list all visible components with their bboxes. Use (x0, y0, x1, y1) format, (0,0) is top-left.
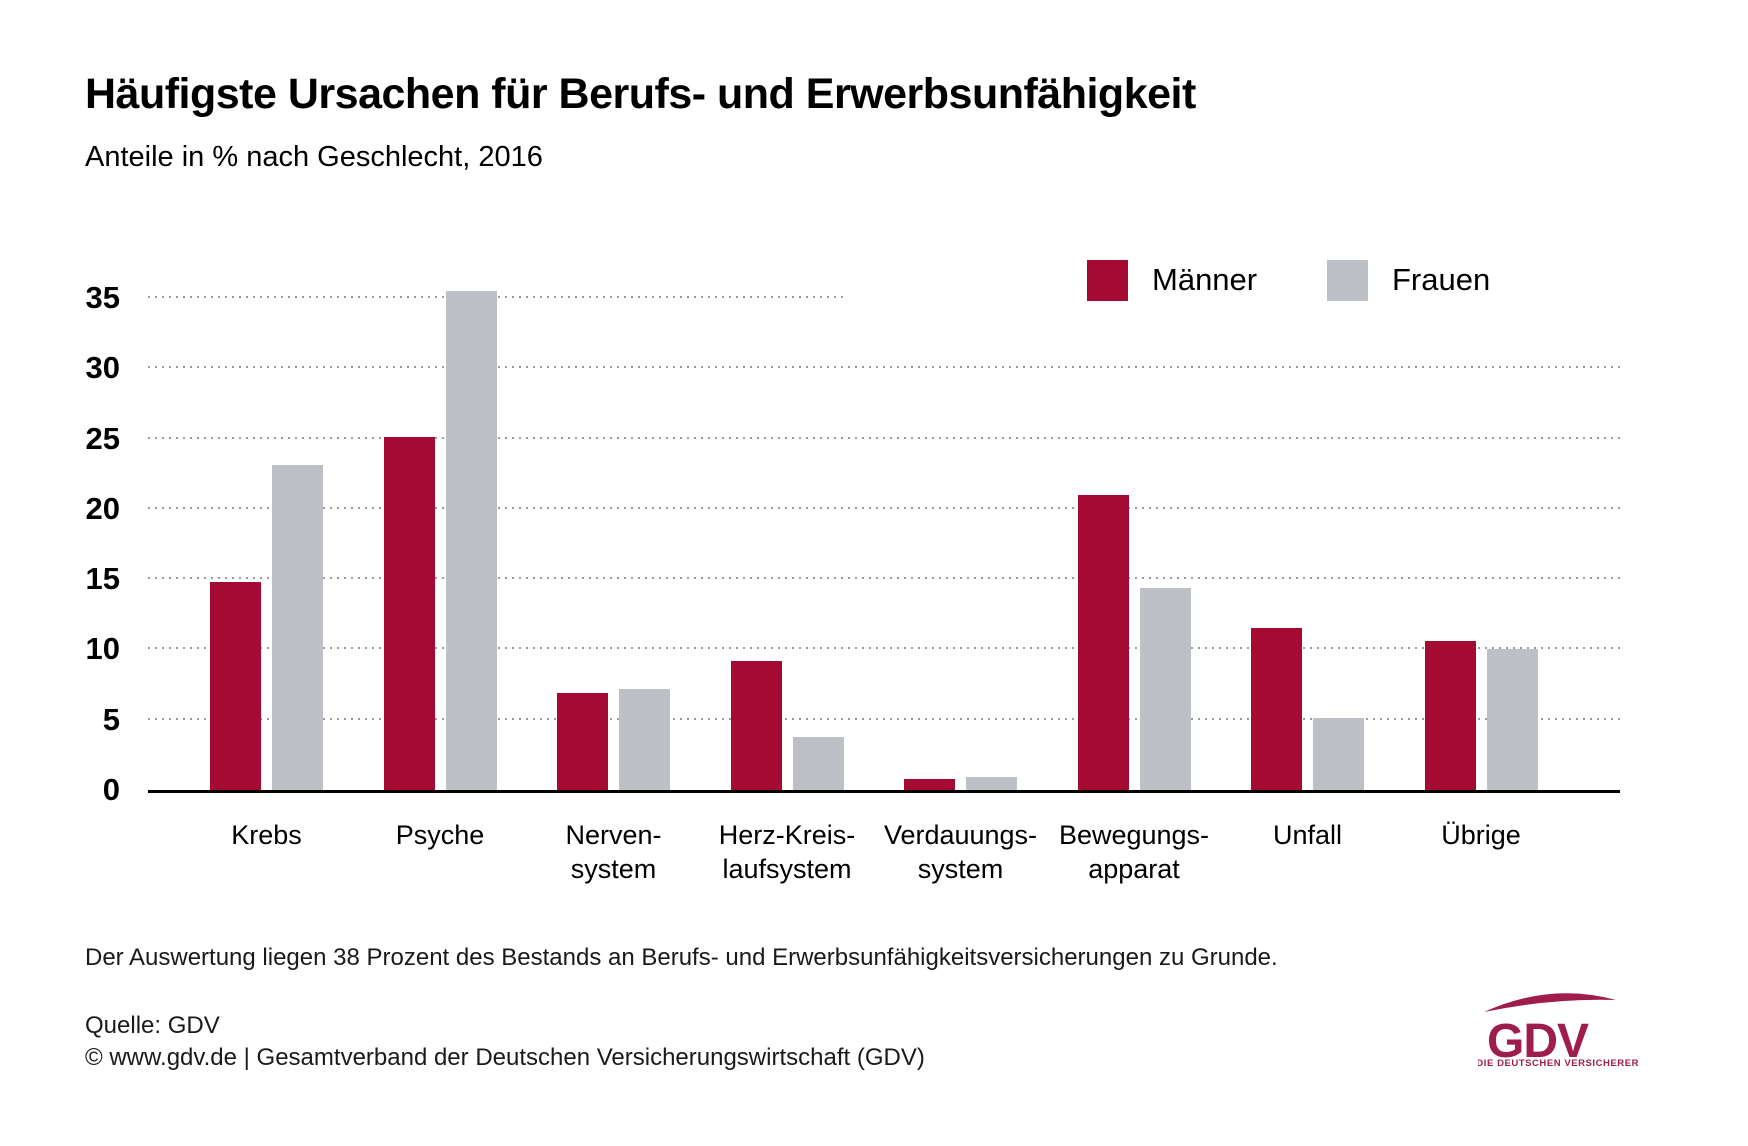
x-category-label-2: Psyche (395, 820, 485, 850)
gdv-logo: GDV DIE DEUTSCHEN VERSICHERER (1478, 993, 1639, 1069)
y-tick-label-25: 25 (85, 420, 120, 456)
legend-swatch-frauen (1327, 259, 1368, 301)
y-tick-label-5: 5 (102, 701, 120, 737)
bar-frauen-2 (445, 290, 497, 790)
bar-männer-8 (1424, 640, 1476, 790)
gridline-5 (148, 717, 1620, 720)
plot-area: 0 5 10 15 20 25 30 35 Krebs Psyche Nerven- system H… (86, 230, 1620, 884)
chart-footnote: Der Auswertung liegen 38 Prozent des Bes… (85, 944, 1278, 971)
y-tick-label-10: 10 (85, 631, 120, 667)
x-category-label-6: Bewegungs- apparat (1058, 820, 1210, 884)
legend-item-maenner: Männer (1087, 258, 1257, 302)
x-category-label-7: Unfall (1272, 820, 1343, 850)
x-category-label-8: Übrige (1441, 820, 1521, 850)
logo-swoosh-icon (1484, 993, 1616, 1012)
bar-frauen-5 (966, 777, 1017, 790)
logo-text: GDV (1487, 1015, 1589, 1068)
copyright-line: © www.gdv.de | Gesamtverband der Deutsch… (85, 1044, 925, 1071)
bar-männer-3 (557, 693, 608, 790)
y-tick-label-0: 0 (102, 772, 120, 807)
bar-männer-1 (210, 581, 261, 790)
logo-tagline: DIE DEUTSCHEN VERSICHERER (1478, 1058, 1639, 1069)
gridline-15 (148, 577, 1620, 580)
y-tick-label-15: 15 (85, 561, 120, 597)
x-category-label-4: Herz-Kreis- laufsystem (718, 820, 856, 884)
x-category-label-5: Verdauungs- system (883, 820, 1038, 884)
legend-swatch-maenner (1087, 259, 1128, 301)
bar-männer-7 (1251, 628, 1302, 790)
y-tick-label-30: 30 (85, 350, 120, 386)
bar-frauen-7 (1313, 718, 1364, 790)
bar-frauen-3 (619, 688, 670, 790)
y-tick-label-20: 20 (85, 490, 120, 526)
gridline-30 (148, 366, 1620, 369)
page-subtitle: Anteile in % nach Geschlecht, 2016 (85, 141, 543, 173)
source-line: Quelle: GDV (85, 1012, 220, 1039)
legend-label-frauen: Frauen (1392, 262, 1491, 297)
gridline-10 (148, 647, 1620, 650)
bar-frauen-8 (1486, 649, 1538, 790)
gridline-25 (148, 436, 1620, 439)
bar-männer-4 (730, 660, 782, 790)
bar-frauen-4 (792, 736, 844, 790)
bar-männer-2 (383, 437, 435, 790)
page-title: Häufigste Ursachen für Berufs- und Erwer… (85, 70, 1196, 118)
bar-frauen-1 (272, 465, 323, 790)
y-tick-label-35: 35 (85, 279, 120, 315)
x-category-label-1: Krebs (231, 820, 302, 850)
gridline-20 (148, 506, 1620, 509)
bar-männer-6 (1077, 494, 1129, 790)
legend-item-frauen: Frauen (1327, 258, 1490, 302)
legend-label-maenner: Männer (1152, 262, 1258, 297)
bar-frauen-6 (1139, 587, 1191, 790)
x-category-label-3: Nerven- system (565, 820, 662, 884)
bar-männer-5 (904, 778, 955, 790)
